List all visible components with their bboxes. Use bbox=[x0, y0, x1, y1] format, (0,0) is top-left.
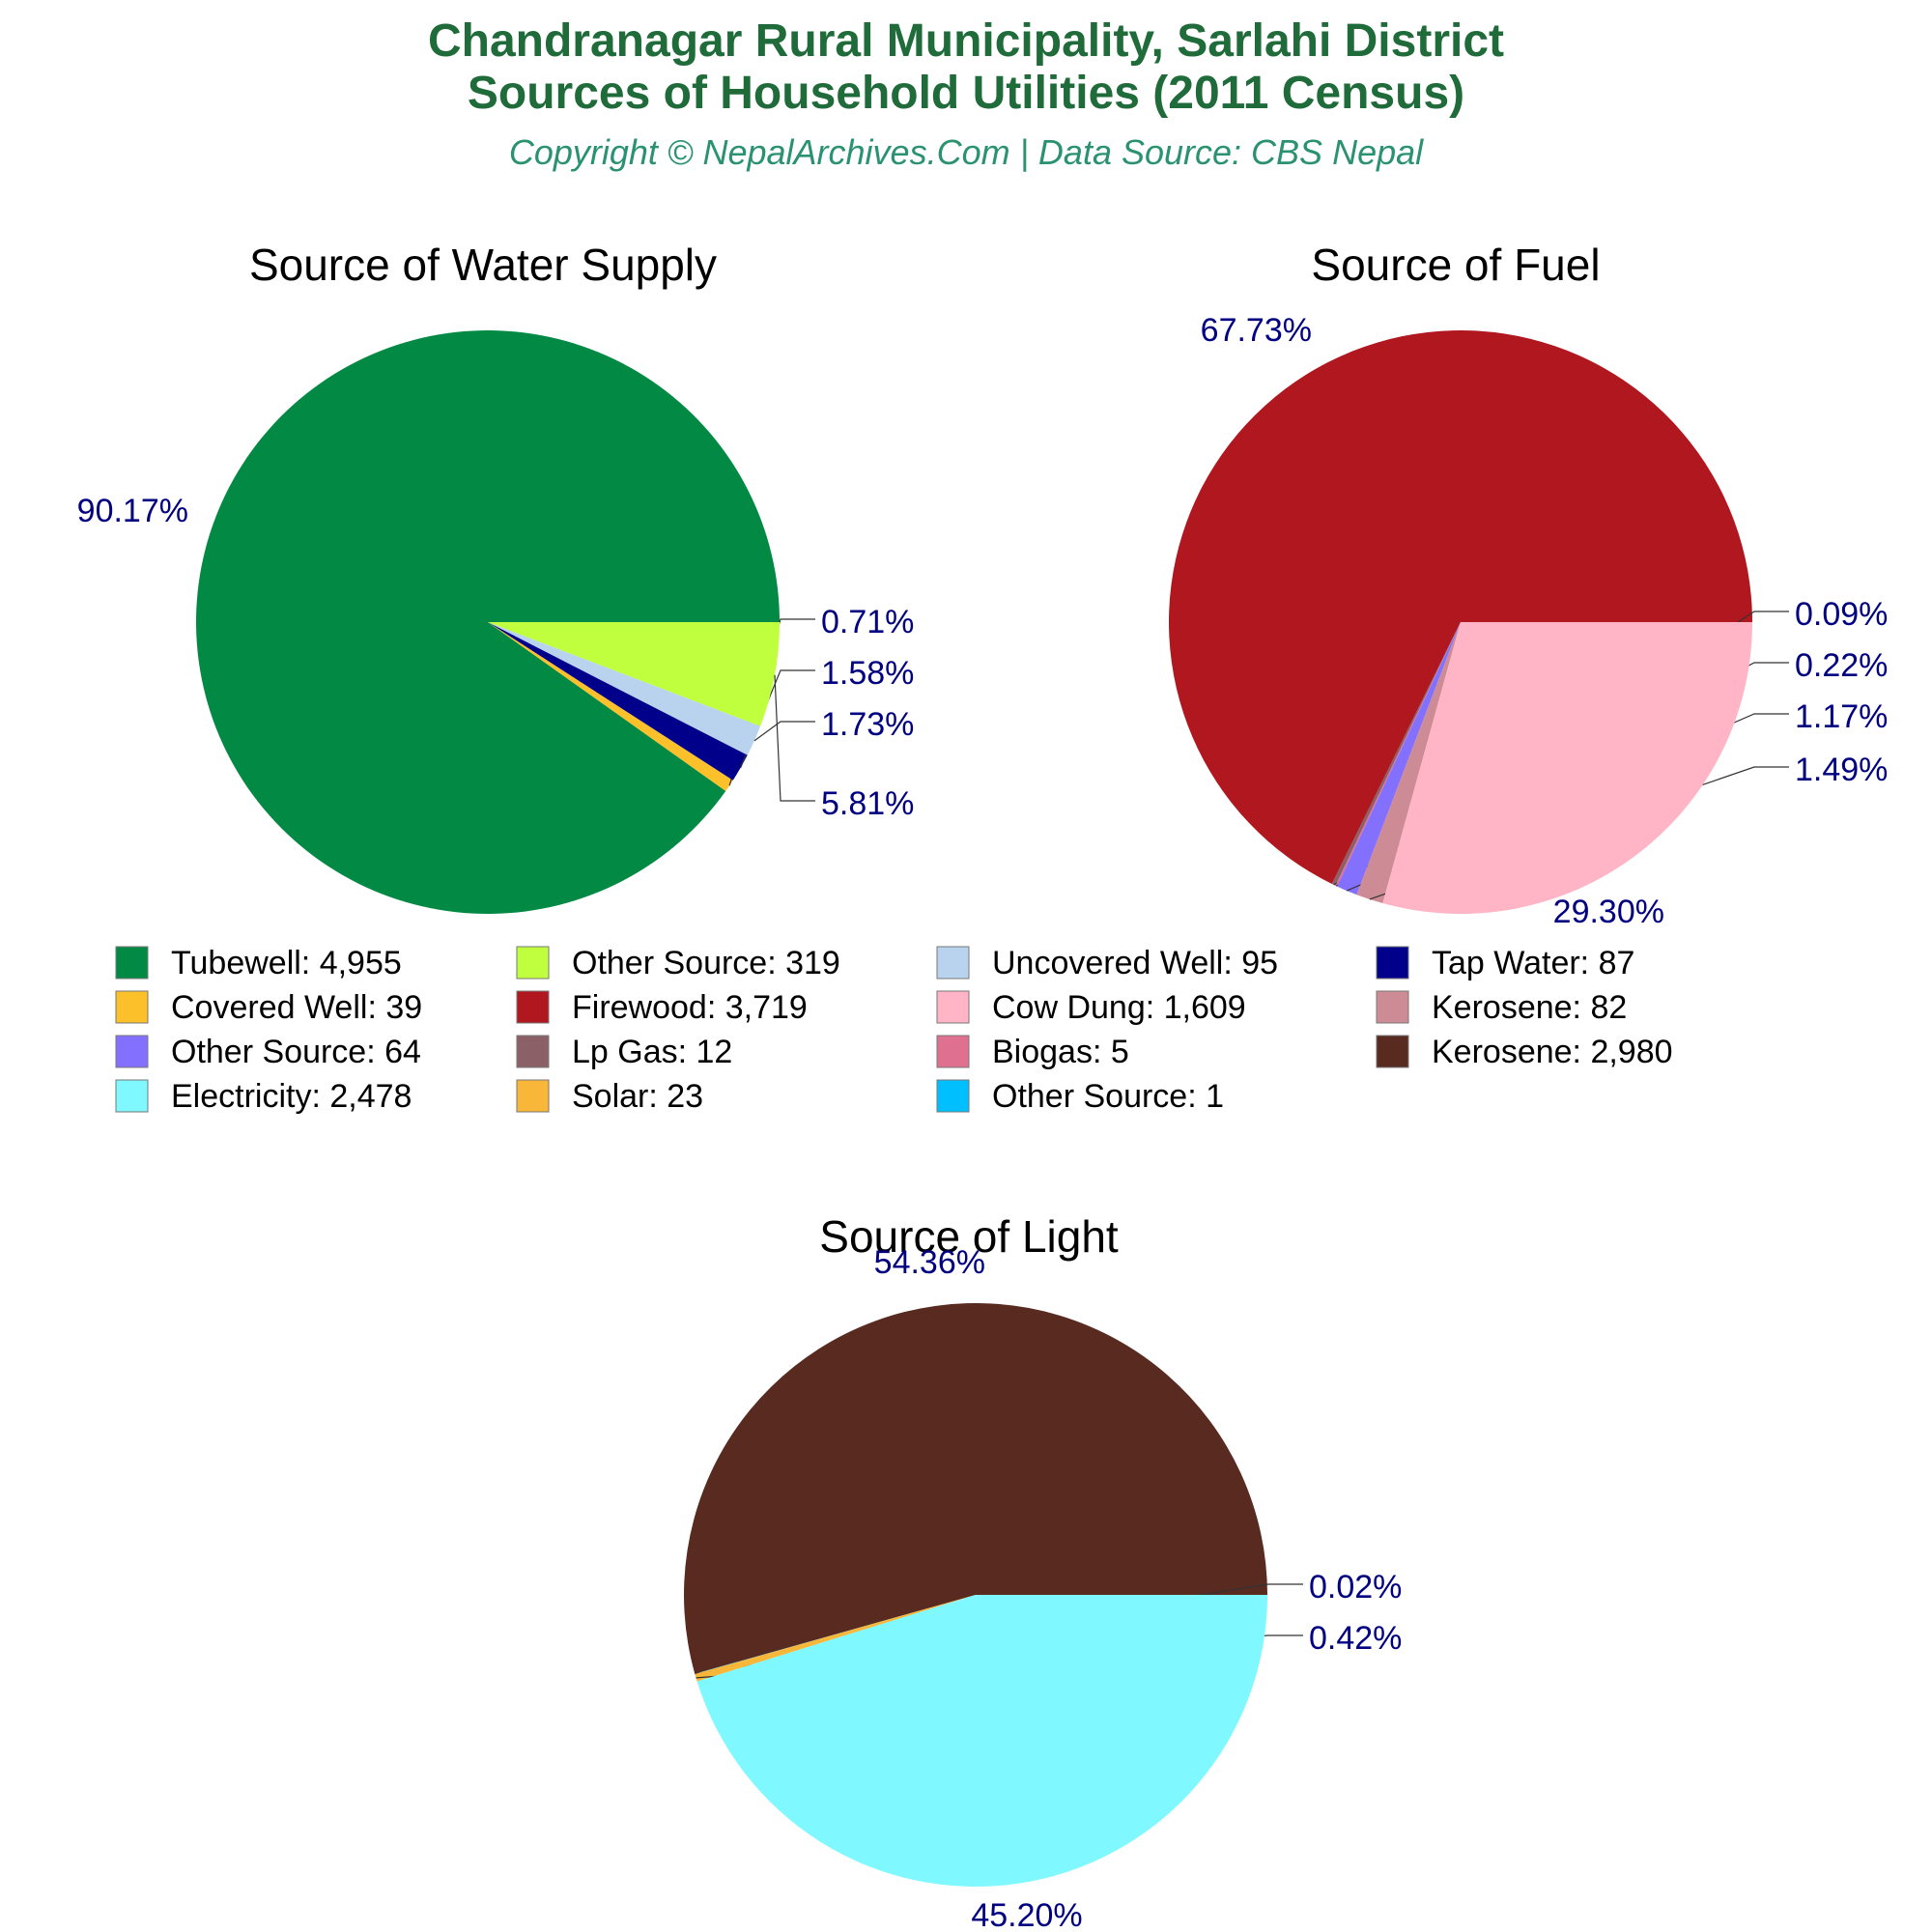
chart-title-line1: Chandranagar Rural Municipality, Sarlahi… bbox=[428, 15, 1504, 67]
legend-label: Other Source: 64 bbox=[171, 1034, 421, 1070]
legend-label: Tap Water: 87 bbox=[1432, 945, 1634, 981]
legend-item: Covered Well: 39 bbox=[115, 989, 422, 1026]
pie-slice-other-source bbox=[1337, 622, 1461, 895]
legend-item: Firewood: 3,719 bbox=[516, 989, 808, 1026]
legend-label: Covered Well: 39 bbox=[171, 989, 422, 1026]
chart-title-line2: Sources of Household Utilities (2011 Cen… bbox=[468, 68, 1464, 119]
legend-item: Kerosene: 2,980 bbox=[1376, 1034, 1673, 1070]
legend-swatch bbox=[936, 1035, 970, 1068]
pie-slice-tap-water bbox=[488, 622, 748, 781]
light-pie-title: Source of Light bbox=[819, 1211, 1119, 1262]
legend-swatch bbox=[516, 990, 550, 1024]
legend-label: Biogas: 5 bbox=[992, 1034, 1129, 1070]
legend-swatch bbox=[936, 946, 970, 980]
pie-slice-firewood bbox=[1168, 330, 1752, 885]
legend-label: Kerosene: 2,980 bbox=[1432, 1034, 1673, 1070]
legend-swatch bbox=[516, 1079, 550, 1113]
pie-slice-kerosene bbox=[1356, 622, 1461, 904]
legend-label: Lp Gas: 12 bbox=[572, 1034, 732, 1070]
slice-percent-label: 1.49% bbox=[1795, 752, 1888, 788]
legend-item: Cow Dung: 1,609 bbox=[936, 989, 1246, 1026]
fuel-pie: Source of Fuel 67.73% 0.22% 0.09% 1.17% 1.49… bbox=[1168, 240, 1888, 930]
chart-subtitle: Copyright © NepalArchives.Com | Data Sou… bbox=[509, 132, 1424, 172]
pie-slice-kerosene bbox=[683, 1303, 1267, 1674]
legend-label: Cow Dung: 1,609 bbox=[992, 989, 1246, 1026]
legend-label: Solar: 23 bbox=[572, 1078, 703, 1115]
legend-swatch bbox=[1376, 1035, 1409, 1068]
water-supply-pie-title: Source of Water Supply bbox=[249, 240, 717, 290]
legend-item: Biogas: 5 bbox=[936, 1034, 1129, 1070]
legend-label: Electricity: 2,478 bbox=[171, 1078, 412, 1115]
legend-item: Solar: 23 bbox=[516, 1078, 703, 1115]
legend-item: Tap Water: 87 bbox=[1376, 945, 1634, 981]
slice-percent-label: 29.30% bbox=[1553, 894, 1664, 930]
legend-label: Firewood: 3,719 bbox=[572, 989, 808, 1026]
slice-percent-label: 0.09% bbox=[1795, 596, 1888, 633]
label-leader-line bbox=[753, 721, 815, 742]
legend-label: Uncovered Well: 95 bbox=[992, 945, 1278, 981]
legend-label: Kerosene: 82 bbox=[1432, 989, 1627, 1026]
pie-slice-other-source bbox=[695, 1595, 976, 1675]
legend-swatch bbox=[936, 990, 970, 1024]
pie-slice-electricity bbox=[696, 1595, 1267, 1887]
legend-item: Uncovered Well: 95 bbox=[936, 945, 1278, 981]
legend-swatch bbox=[115, 1079, 149, 1113]
legend-swatch bbox=[115, 1035, 149, 1068]
label-leader-line bbox=[774, 674, 815, 802]
slice-percent-label: 1.73% bbox=[821, 706, 914, 743]
pie-slice-other-source bbox=[488, 622, 780, 726]
slice-percent-label: 54.36% bbox=[874, 1244, 985, 1281]
pie-slice-cow-dung bbox=[1382, 622, 1752, 914]
slice-percent-label: 0.42% bbox=[1309, 1620, 1402, 1657]
slice-percent-label: 1.17% bbox=[1795, 698, 1888, 735]
legend-label: Other Source: 1 bbox=[992, 1078, 1224, 1115]
legend-item: Other Source: 1 bbox=[936, 1078, 1224, 1115]
legend-item: Other Source: 319 bbox=[516, 945, 840, 981]
legend-swatch bbox=[115, 946, 149, 980]
slice-percent-label: 1.58% bbox=[821, 655, 914, 692]
pie-slice-covered-well bbox=[488, 622, 733, 791]
legend-swatch bbox=[1376, 990, 1409, 1024]
slice-percent-label: 0.02% bbox=[1309, 1569, 1402, 1605]
pie-slice-uncovered-well bbox=[488, 622, 761, 755]
slice-percent-label: 0.22% bbox=[1795, 647, 1888, 684]
legend: Tubewell: 4,955 Other Source: 319 Uncovere… bbox=[115, 945, 1673, 1115]
legend-label: Tubewell: 4,955 bbox=[171, 945, 402, 981]
legend-item: Kerosene: 82 bbox=[1376, 989, 1627, 1026]
slice-percent-label: 67.73% bbox=[1201, 312, 1312, 349]
legend-swatch bbox=[1376, 946, 1409, 980]
pie-slice-lp-gas bbox=[1331, 622, 1461, 886]
slice-percent-label: 5.81% bbox=[821, 785, 914, 822]
legend-swatch bbox=[936, 1079, 970, 1113]
legend-item: Other Source: 64 bbox=[115, 1034, 421, 1070]
slice-percent-label: 90.17% bbox=[77, 493, 188, 529]
legend-item: Lp Gas: 12 bbox=[516, 1034, 732, 1070]
pie-slice-tubewell bbox=[195, 330, 780, 915]
legend-swatch bbox=[115, 990, 149, 1024]
legend-label: Other Source: 319 bbox=[572, 945, 840, 981]
water-supply-pie: Source of Water Supply 90.17% 0.71% 1.58% 1… bbox=[77, 240, 914, 915]
legend-swatch bbox=[516, 1035, 550, 1068]
legend-item: Tubewell: 4,955 bbox=[115, 945, 402, 981]
fuel-pie-title: Source of Fuel bbox=[1311, 240, 1600, 290]
slice-percent-label: 0.71% bbox=[821, 604, 914, 640]
slice-percent-label: 45.20% bbox=[971, 1897, 1082, 1932]
legend-swatch bbox=[516, 946, 550, 980]
pie-slice-biogas bbox=[1335, 622, 1461, 887]
pie-slice-solar bbox=[695, 1595, 976, 1682]
legend-item: Electricity: 2,478 bbox=[115, 1078, 412, 1115]
light-pie: Source of Light 54.36% 0.02% 0.42% 45.20% bbox=[683, 1211, 1402, 1932]
